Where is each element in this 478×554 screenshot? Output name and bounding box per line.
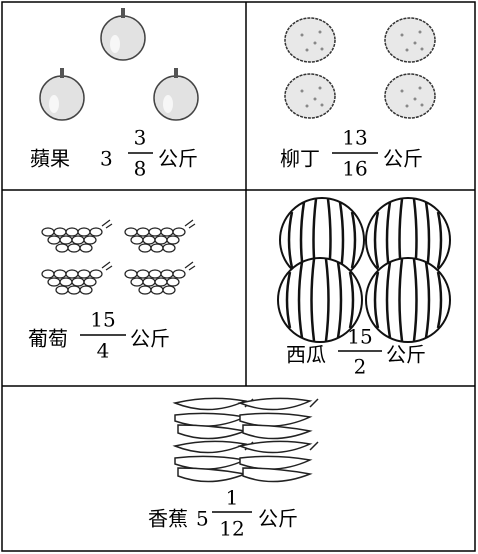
numerator: 3 [134, 126, 147, 150]
numerator: 1 [226, 486, 239, 510]
denominator: 4 [97, 339, 110, 363]
fruit-name: 葡萄 [28, 327, 68, 351]
grapes [41, 219, 196, 295]
fruit-name: 香蕉 [148, 507, 188, 531]
fruit-name: 柳丁 [280, 147, 320, 171]
unit: 公斤 [130, 327, 170, 351]
numerator: 15 [347, 325, 372, 349]
oranges [284, 17, 436, 119]
unit: 公斤 [158, 147, 198, 171]
fruit-name: 蘋果 [30, 147, 70, 171]
unit: 公斤 [386, 343, 426, 367]
fruit-name: 西瓜 [286, 343, 326, 367]
apples [39, 7, 199, 121]
numerator: 13 [342, 126, 367, 150]
watermelons [276, 196, 452, 344]
denominator: 16 [342, 157, 367, 181]
bananas [174, 397, 319, 483]
denominator: 2 [354, 355, 367, 379]
denominator: 8 [134, 157, 147, 181]
whole-number: 5 [196, 507, 209, 531]
whole-number: 3 [100, 147, 113, 171]
denominator: 12 [219, 517, 244, 541]
unit: 公斤 [383, 147, 423, 171]
unit: 公斤 [258, 507, 298, 531]
numerator: 15 [90, 308, 115, 332]
